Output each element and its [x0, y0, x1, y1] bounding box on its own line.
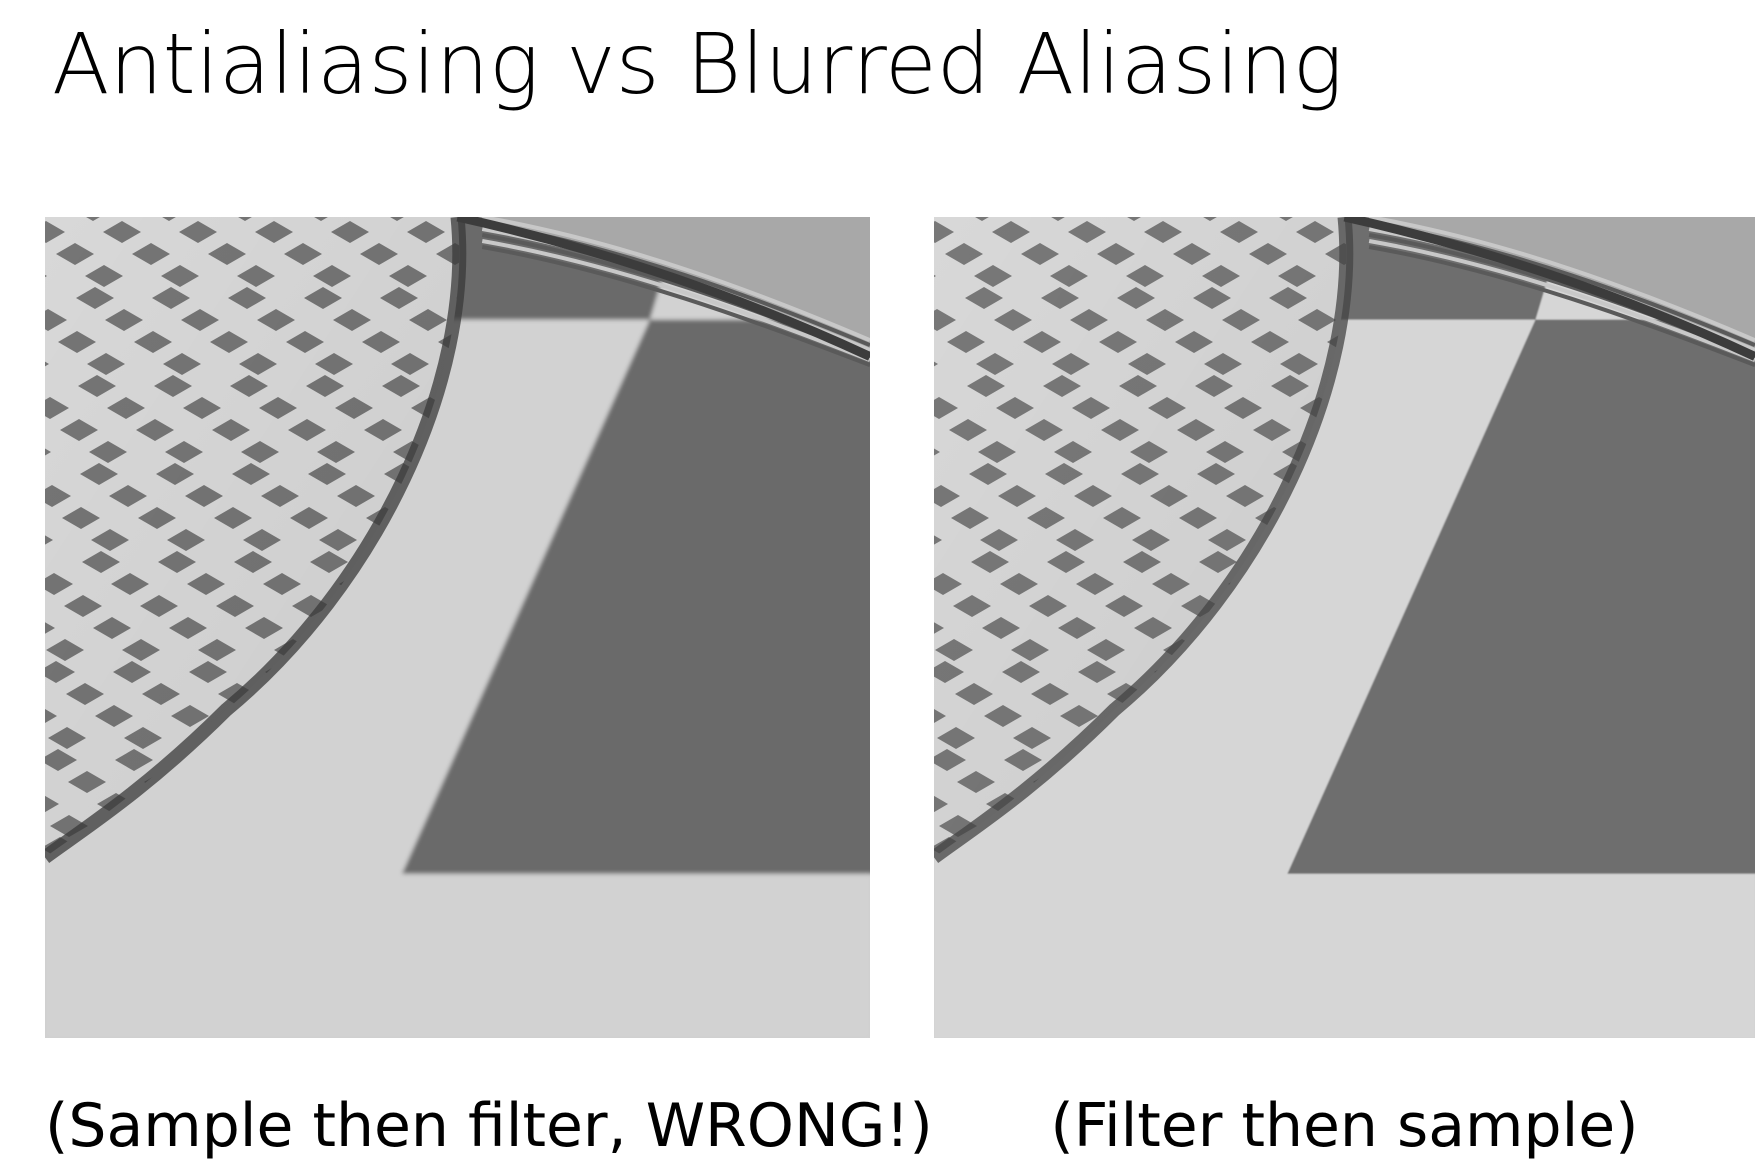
image-sample-then-filter	[45, 217, 870, 1038]
checkerboard-render-left	[45, 217, 870, 1038]
caption-sample-then-filter: (Sample then filter, WRONG!)	[45, 1091, 933, 1161]
checkerboard-render-right	[934, 217, 1755, 1038]
image-filter-then-sample	[934, 217, 1755, 1038]
caption-filter-then-sample: (Filter then sample)	[1050, 1091, 1639, 1161]
slide-title: Antialiasing vs Blurred Aliasing	[52, 15, 1344, 113]
